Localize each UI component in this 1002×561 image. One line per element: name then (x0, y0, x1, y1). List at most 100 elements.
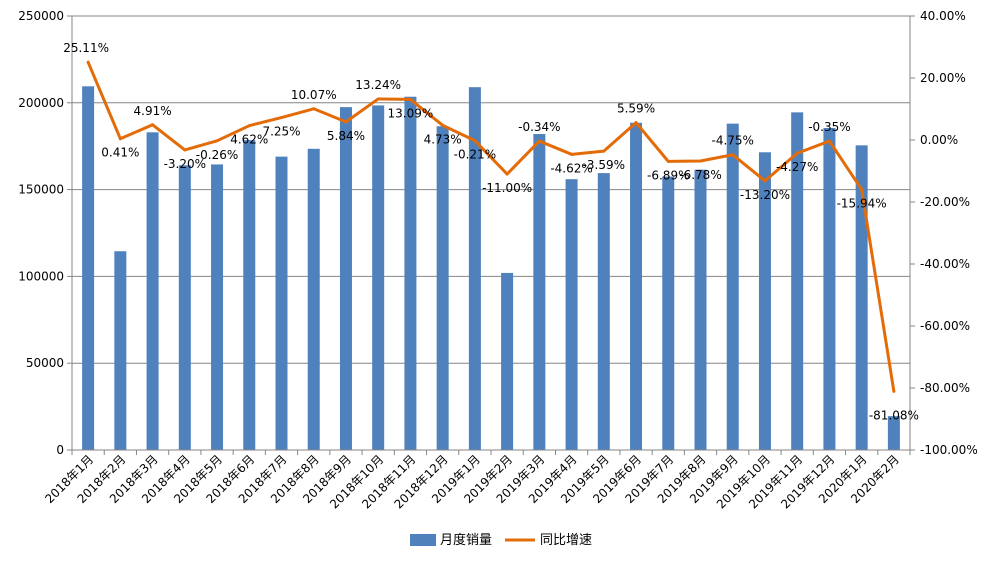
y-left-tick-label: 0 (56, 443, 64, 457)
growth-data-label: -4.75% (712, 134, 754, 148)
growth-point (634, 121, 638, 125)
bar (275, 156, 288, 450)
growth-point (473, 139, 477, 143)
growth-point (408, 97, 412, 101)
bar (114, 251, 127, 450)
bar (501, 272, 514, 450)
growth-data-label: -6.89% (647, 168, 689, 182)
growth-data-label: -15.94% (837, 196, 887, 210)
growth-point (827, 139, 831, 143)
growth-data-label: 0.41% (101, 146, 139, 160)
y-right-tick-label: -40.00% (920, 257, 970, 271)
bar (211, 164, 224, 451)
line-series (86, 60, 896, 393)
growth-point (215, 139, 219, 143)
growth-point (312, 107, 316, 111)
growth-data-label: 5.59% (617, 102, 655, 116)
bar (565, 179, 578, 450)
growth-data-label: 4.62% (230, 133, 268, 147)
growth-point (247, 124, 251, 128)
growth-data-label: 7.25% (262, 125, 300, 139)
growth-point (763, 179, 767, 183)
bar (694, 169, 707, 451)
legend-label-line: 同比增速 (540, 533, 592, 548)
y-left-tick-label: 150000 (18, 183, 64, 197)
bar (726, 123, 739, 450)
bar (82, 86, 95, 451)
bar (146, 132, 159, 450)
bar (597, 173, 610, 450)
growth-data-label: -13.20% (740, 188, 790, 202)
growth-point (731, 153, 735, 157)
y-left-tick-label: 100000 (18, 269, 64, 283)
growth-data-label: 5.84% (327, 129, 365, 143)
y-right-tick-label: 0.00% (920, 133, 958, 147)
growth-point (280, 116, 283, 120)
bar (855, 145, 868, 450)
y-right-tick-label: -60.00% (920, 319, 970, 333)
growth-data-label: -0.34% (518, 120, 560, 134)
y-right-tick-label: 20.00% (920, 71, 966, 85)
y-right-tick-label: 40.00% (920, 9, 966, 23)
growth-data-label: 25.11% (63, 41, 109, 55)
growth-data-label: 13.09% (388, 106, 434, 120)
growth-point (151, 123, 155, 127)
bar (662, 176, 675, 450)
bar (758, 152, 771, 450)
growth-point (795, 151, 799, 155)
data-labels: 25.11% 0.41% 4.91% -3.20%-0.26%4.62%7.25% 10… (63, 41, 919, 422)
growth-point (602, 149, 606, 153)
growth-data-label: -4.27% (776, 160, 818, 174)
growth-data-label: 4.73% (424, 132, 462, 146)
growth-data-label: 4.91% (134, 104, 172, 118)
growth-point (344, 120, 348, 124)
growth-point (537, 139, 541, 143)
bar (339, 107, 352, 450)
growth-point (570, 152, 574, 156)
bar (178, 165, 191, 450)
growth-point (441, 123, 445, 127)
growth-point (118, 137, 122, 141)
bar (372, 105, 385, 451)
growth-data-label: -3.20% (164, 157, 206, 171)
growth-data-label: -3.59% (583, 158, 625, 172)
growth-data-label: 10.07% (291, 88, 337, 102)
legend-swatch-bar (410, 534, 436, 546)
bar (243, 140, 256, 450)
legend-label-bar: 月度销量 (440, 532, 492, 548)
growth-data-label: -0.21% (454, 148, 496, 162)
growth-point (183, 148, 187, 152)
bar-series (82, 86, 900, 451)
growth-point (86, 60, 90, 64)
growth-data-label: -0.35% (808, 120, 850, 134)
growth-data-label: -4.62% (550, 161, 592, 175)
y-right-tick-label: -100.00% (920, 443, 978, 457)
y-left-tick-label: 50000 (26, 356, 64, 370)
y-left-tick-label: 250000 (18, 9, 64, 23)
growth-data-label: -0.26% (196, 148, 238, 162)
y-right-tick-label: -20.00% (920, 195, 970, 209)
growth-point (860, 187, 864, 191)
bar (887, 416, 900, 450)
bar (307, 148, 320, 450)
bar (436, 126, 449, 451)
bar (823, 127, 836, 451)
bar (468, 87, 481, 451)
growth-data-label: -81.08% (869, 408, 919, 422)
legend: 月度销量 同比增速 (410, 532, 592, 548)
growth-point (505, 172, 509, 176)
growth-point (666, 159, 670, 163)
growth-data-label: -6.78% (679, 168, 721, 182)
y-right-tick-label: -80.00% (920, 381, 970, 395)
bar (533, 134, 546, 450)
growth-line (86, 61, 896, 392)
growth-point (699, 159, 702, 163)
growth-data-label: -11.00% (482, 181, 532, 195)
bar (791, 112, 804, 451)
bar (404, 96, 417, 450)
growth-data-label: 13.24% (355, 78, 401, 92)
bar (630, 122, 643, 450)
growth-point (376, 97, 380, 101)
